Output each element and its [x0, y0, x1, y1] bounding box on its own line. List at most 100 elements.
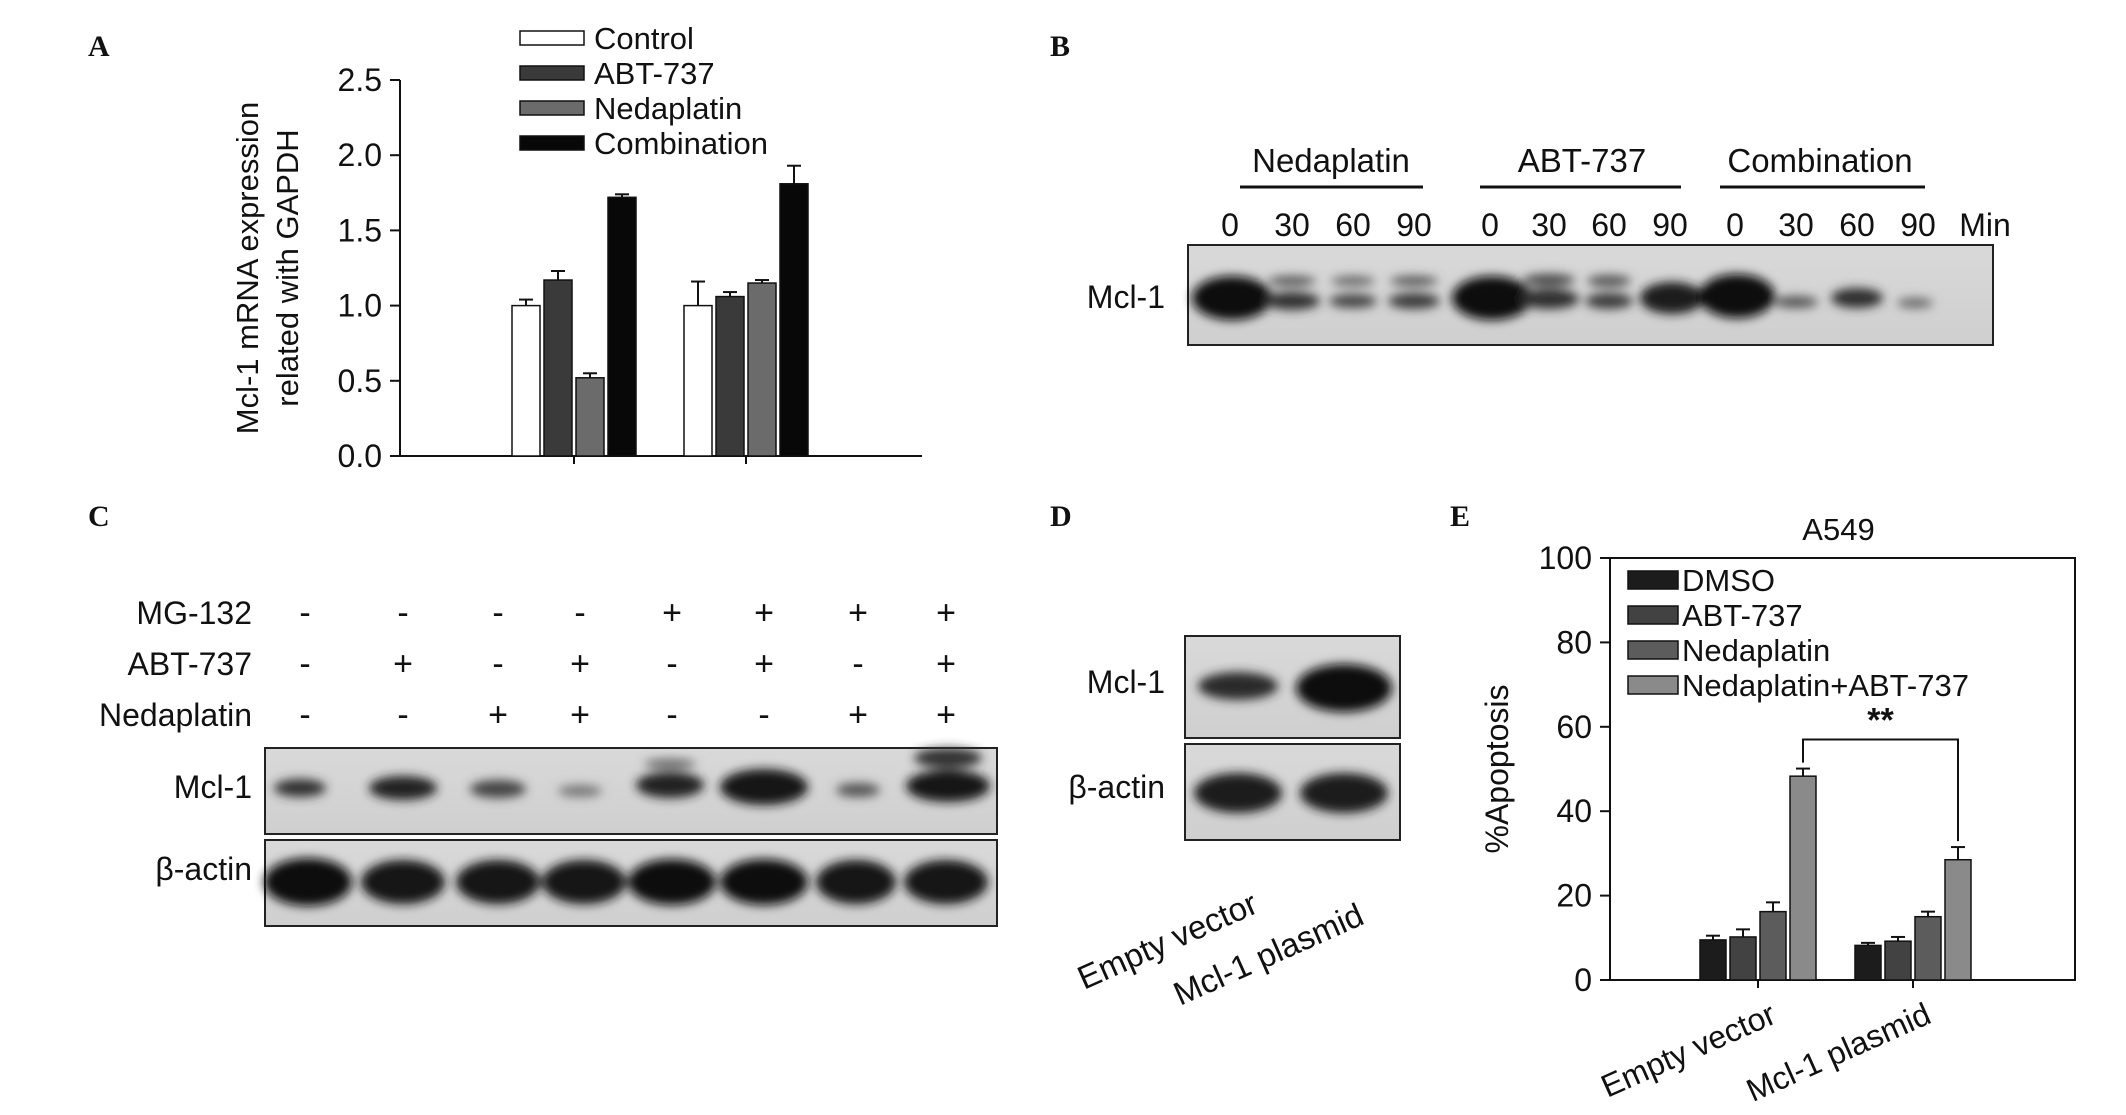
chart-a-bar: [607, 196, 637, 457]
chart-a-bar: [511, 304, 541, 457]
blot-b-group-label: Nedaplatin: [1252, 142, 1410, 179]
blot-b-time: 60: [1591, 207, 1627, 243]
blot-c-sign: -: [397, 594, 408, 632]
blot-c-sign: -: [299, 696, 310, 734]
chart-a-bar: [779, 183, 809, 457]
chart-e-title: A549: [1802, 512, 1874, 547]
chart-e-legend-swatch: [1627, 675, 1679, 695]
chart-a-y-axis-title: related with GAPDH: [270, 129, 305, 406]
chart-a-legend-label: ABT-737: [594, 56, 715, 91]
blot-c-sign: -: [492, 645, 503, 683]
chart-e-significance-label: **: [1867, 701, 1894, 739]
chart-a-bar: [747, 282, 777, 457]
blot-c-actin-bands: [264, 858, 988, 906]
chart-e-significance-bracket: [1802, 738, 1959, 842]
chart-e-legend-label: Nedaplatin: [1682, 633, 1830, 668]
blot-b-bands: [1192, 274, 1933, 320]
chart-a-legend-swatch: [519, 135, 585, 151]
blot-c-sign: -: [299, 594, 310, 632]
chart-e-bar: [1914, 915, 1942, 981]
blot-c-sign: -: [299, 645, 310, 683]
chart-e-bar: [1699, 939, 1727, 981]
chart-e-legend-swatch: [1627, 605, 1679, 625]
blot-b-time: 30: [1531, 207, 1567, 243]
chart-a-legend-label: Combination: [594, 126, 768, 161]
blot-b-time: 0: [1221, 207, 1239, 243]
blot-b-unit: Min: [1959, 207, 2011, 243]
chart-a-bar: [575, 377, 605, 457]
panel-label-d: D: [1050, 500, 1072, 533]
blot-b-time: 90: [1652, 207, 1688, 243]
blot-c-sign: +: [570, 696, 590, 734]
blot-b-group-label: ABT-737: [1518, 142, 1646, 179]
blot-b-time: 0: [1726, 207, 1744, 243]
blot-c-sign: -: [397, 696, 408, 734]
blot-c-sign: +: [488, 696, 508, 734]
chart-a-y-tick-label: 2.0: [338, 137, 382, 173]
blot-c-sign: +: [848, 696, 868, 734]
blot-c-sign: -: [666, 696, 677, 734]
blot-b-row-label: Mcl-1: [1087, 279, 1165, 315]
blot-c-sign: -: [852, 645, 863, 683]
blot-b-time: 60: [1839, 207, 1875, 243]
blot-c-sign: +: [393, 645, 413, 683]
chart-e-legend-label: ABT-737: [1682, 598, 1803, 633]
chart-a-legend-swatch: [519, 30, 585, 46]
blot-d-actin-bands: [1194, 773, 1388, 813]
chart-a-y-tick-label: 1.5: [338, 212, 382, 248]
chart-e-bar: [1729, 936, 1757, 981]
blot-c-sign: -: [574, 594, 585, 632]
chart-e-y-tick-label: 0: [1574, 962, 1592, 998]
blot-c-sign: -: [492, 594, 503, 632]
blot-c-sign: -: [758, 696, 769, 734]
chart-a-y-tick-label: 2.5: [338, 62, 382, 98]
blot-c-sign: +: [754, 645, 774, 683]
blot-b-time: 60: [1335, 207, 1371, 243]
chart-a-bar: [715, 295, 745, 457]
blot-c-sign: -: [666, 645, 677, 683]
chart-e-bar: [1759, 910, 1787, 981]
blot-c-condition-label: ABT-737: [127, 646, 252, 682]
panel-label-e: E: [1450, 500, 1470, 533]
blot-b-group-label: Combination: [1727, 142, 1912, 179]
blot-d-mcl1-bands: [1198, 664, 1392, 712]
chart-e-bar: [1884, 940, 1912, 981]
blot-b-time: 30: [1778, 207, 1814, 243]
blot-c-signs: - - - - + + + + - + - + - + - + - - + + - - + +: [299, 594, 956, 734]
chart-e-bar: [1854, 944, 1882, 981]
chart-a-y-tick-label: 0.5: [338, 363, 382, 399]
chart-e-legend-label: Nedaplatin+ABT-737: [1682, 668, 1969, 703]
blot-c: MG-132 ABT-737 Nedaplatin - - - - + + + + - + - + - +…: [99, 594, 998, 927]
chart-e-y-tick-label: 100: [1539, 540, 1592, 576]
panel-label-b: B: [1050, 30, 1070, 63]
chart-a-y-tick-label: 0.0: [338, 438, 382, 474]
blot-c-mcl1-bands: [274, 748, 990, 805]
chart-e-legend-swatch: [1627, 570, 1679, 590]
chart-e-bar: [1789, 775, 1817, 981]
chart-e-y-tick-label: 20: [1556, 878, 1592, 914]
chart-e-legend-label: DMSO: [1682, 563, 1775, 598]
blot-c-row-label: β-actin: [155, 851, 252, 887]
blot-c-sign: +: [936, 594, 956, 632]
blot-d: Mcl-1 β-actin Empty vector Mcl-1 plasmid: [1068, 635, 1401, 1012]
blot-c-sign: +: [570, 645, 590, 683]
blot-c-sign: +: [936, 696, 956, 734]
blot-d-row-label: Mcl-1: [1087, 664, 1165, 700]
blot-b-time: 30: [1274, 207, 1310, 243]
chart-e-bar: [1944, 858, 1972, 981]
blot-c-sign: +: [848, 594, 868, 632]
blot-c-sign: +: [662, 594, 682, 632]
chart-a-y-tick-label: 1.0: [338, 288, 382, 324]
panel-label-c: C: [88, 500, 110, 533]
blot-b-time: 0: [1481, 207, 1499, 243]
chart-a-legend-label: Control: [594, 21, 694, 56]
chart-a-bar: [543, 279, 573, 457]
chart-e-y-axis-title: %Apoptosis: [1479, 685, 1515, 854]
chart-e-legend-swatch: [1627, 640, 1679, 660]
chart-a-bar: [683, 304, 713, 457]
chart-a: 0.0 0.5 1.0 1.5 2.0 2.5 Mcl-1 mRNA expression r…: [230, 21, 922, 474]
blot-c-sign: +: [754, 594, 774, 632]
blot-d-row-label: β-actin: [1068, 769, 1165, 805]
